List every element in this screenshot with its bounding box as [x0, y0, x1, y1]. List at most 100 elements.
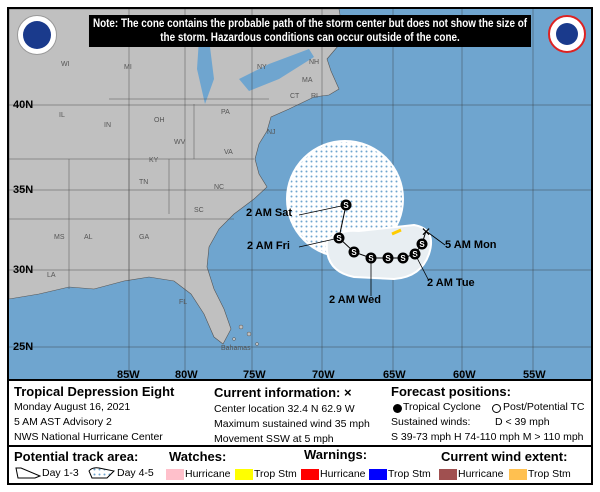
state-label: OH: [154, 117, 165, 124]
lon-label: 75W: [243, 369, 266, 381]
state-label: MA: [302, 77, 313, 84]
state-label: GA: [139, 234, 150, 241]
wind-extent-title: Current wind extent:: [441, 449, 568, 464]
lon-label: 65W: [383, 369, 406, 381]
wind-hurricane-label: Hurricane: [458, 468, 504, 480]
lat-label: 35N: [13, 184, 34, 196]
forecast-point-letter: S: [419, 240, 425, 249]
warn-hurricane-label: Hurricane: [320, 468, 366, 480]
state-label: NY: [257, 64, 267, 71]
lon-label: 70W: [312, 369, 335, 381]
cone-note: Note: The cone contains the probable pat…: [88, 15, 532, 47]
state-label: CT: [290, 93, 300, 100]
watch-hurricane-label: Hurricane: [185, 468, 231, 480]
state-label: NC: [214, 184, 225, 191]
noaa-logo: [17, 15, 57, 55]
forecast-label-tue: 2 AM Tue: [427, 277, 475, 289]
label-leaders: [298, 204, 446, 296]
state-label: AL: [84, 234, 93, 241]
watch-ts-swatch: [235, 469, 253, 480]
state-label: VA: [224, 149, 233, 156]
track-area-title: Potential track area:: [14, 449, 139, 464]
forecast-point-icon: [382, 252, 394, 264]
state-label: SC: [194, 207, 204, 214]
warn-hurricane-swatch: [301, 469, 319, 480]
state-label: MS: [54, 234, 65, 241]
advisory-date: Monday August 16, 2021: [14, 401, 131, 413]
wind-ts-label: Trop Stm: [528, 468, 571, 480]
lon-label: 80W: [175, 369, 198, 381]
great-lakes: [197, 24, 314, 104]
day4-5-icon: [88, 467, 115, 479]
center-location: Center location 32.4 N 62.9 W: [214, 403, 355, 415]
forecast-point-icon: [416, 238, 428, 250]
land: [9, 9, 345, 345]
state-label: FL: [179, 299, 188, 306]
lon-label: 60W: [453, 369, 476, 381]
watch-hurricane-swatch: [166, 469, 184, 480]
watch-ts-label: Trop Stm: [254, 468, 297, 480]
place-label: Bahamas: [221, 345, 251, 352]
state-label: PA: [221, 109, 230, 116]
lat-label: 25N: [13, 341, 34, 353]
forecast-map: SSSSSSSS ✕ Note: The cone contains the p…: [7, 7, 593, 381]
forecast-point-icon: [397, 252, 409, 264]
wind-hurricane-swatch: [439, 469, 457, 480]
current-position-icon: ✕: [421, 225, 431, 239]
nws-logo: [548, 15, 586, 53]
map-canvas: SSSSSSSS ✕: [9, 9, 591, 379]
day1-3-label: Day 1-3: [42, 467, 79, 479]
forecast-label-fri: 2 AM Fri: [247, 240, 290, 252]
state-label: IL: [59, 112, 65, 119]
state-label: RI: [311, 93, 318, 100]
wind-categories: S 39-73 mph H 74-110 mph M > 110 mph: [391, 431, 584, 443]
day1-3-icon: [15, 467, 41, 479]
state-label: TN: [139, 179, 149, 186]
warnings-title: Warnings:: [304, 447, 368, 462]
lon-label: 85W: [117, 369, 140, 381]
forecast-label-wed: 2 AM Wed: [329, 294, 381, 306]
forecast-point-letter: S: [385, 254, 391, 263]
forecast-label-mon: 5 AM Mon: [445, 239, 497, 251]
tropical-cyclone-label: Tropical Cyclone: [403, 401, 481, 413]
post-tc-icon: [492, 404, 501, 413]
advisory-number: 5 AM AST Advisory 2: [14, 416, 112, 428]
wind-ts-swatch: [509, 469, 527, 480]
state-label: LA: [47, 272, 56, 279]
forecast-points: SSSSSSSS: [333, 199, 428, 264]
forecast-point-letter: S: [336, 234, 342, 243]
post-tc-label: Post/Potential TC: [503, 401, 585, 413]
forecast-point-letter: S: [351, 248, 357, 257]
warn-ts-label: Trop Stm: [388, 468, 431, 480]
movement: Movement SSW at 5 mph: [214, 433, 334, 445]
lat-label: 40N: [13, 99, 34, 111]
lat-label: 30N: [13, 264, 34, 276]
issuing-center: NWS National Hurricane Center: [14, 431, 163, 443]
state-borders: [9, 98, 269, 289]
forecast-label-sat: 2 AM Sat: [246, 207, 293, 219]
day4-5-label: Day 4-5: [117, 467, 154, 479]
state-label: KY: [149, 157, 159, 164]
forecast-point-letter: S: [343, 201, 349, 210]
warn-ts-swatch: [369, 469, 387, 480]
state-label: NJ: [267, 129, 276, 136]
bahamas: [232, 324, 259, 346]
watches-title: Watches:: [169, 449, 227, 464]
current-info-title: Current information: ×: [214, 385, 352, 400]
state-label: IN: [104, 122, 111, 129]
forecast-point-icon: [348, 246, 360, 258]
state-label: NH: [309, 59, 320, 66]
state-label: WV: [174, 139, 186, 146]
state-label: MI: [124, 64, 132, 71]
legend-panel: Tropical Depression Eight Monday August …: [7, 381, 593, 485]
lon-label: 55W: [523, 369, 546, 381]
sustained-winds-label: Sustained winds:: [391, 416, 471, 428]
tropical-cyclone-icon: [393, 404, 402, 413]
tropical-storm-wind-extent: [391, 228, 402, 236]
forecast-title: Forecast positions:: [391, 384, 511, 399]
forecast-point-letter: S: [400, 254, 406, 263]
cone-day1-3: [325, 223, 433, 281]
state-label: WI: [61, 61, 70, 68]
storm-name: Tropical Depression Eight: [14, 384, 175, 399]
depression-range: D < 39 mph: [495, 416, 550, 428]
